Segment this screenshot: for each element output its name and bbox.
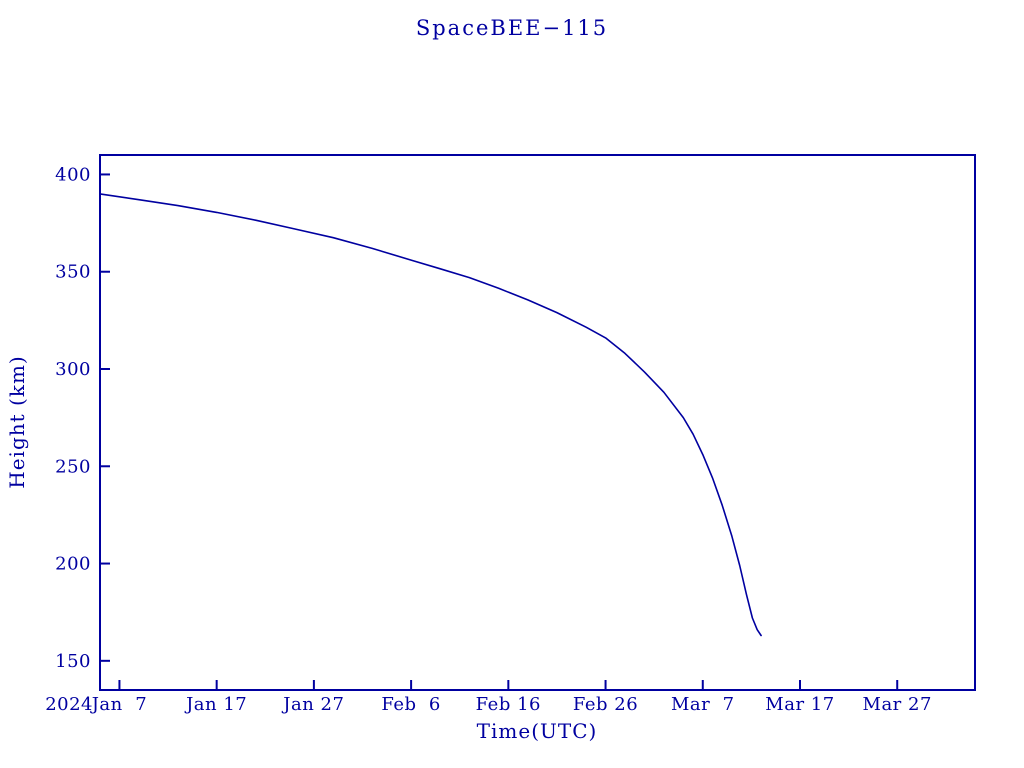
plot-frame (99, 154, 976, 691)
x-tick-label: Feb 6 (381, 694, 441, 715)
y-tick-label: 400 (55, 164, 91, 185)
x-tick-label: Mar 27 (863, 694, 932, 715)
x-axis-year-label: 2024 (45, 694, 93, 715)
x-tick-label: Mar 17 (765, 694, 834, 715)
y-tick-label: 200 (55, 554, 91, 575)
x-tick-label: Feb 26 (573, 694, 638, 715)
x-tick-label: Jan 17 (184, 694, 247, 715)
x-tick-label: Feb 16 (476, 694, 541, 715)
x-tick-label: Mar 7 (671, 694, 735, 715)
x-axis-label: Time(UTC) (476, 719, 598, 743)
y-tick-label: 250 (55, 456, 91, 477)
y-tick-label: 300 (55, 359, 91, 380)
chart-title: SpaceBEE−115 (415, 16, 609, 40)
y-tick-label: 350 (55, 262, 91, 283)
decay-curve (99, 193, 762, 637)
x-tick-label: Jan 27 (281, 694, 344, 715)
y-tick-label: 150 (55, 651, 91, 672)
x-tick-label: Jan 7 (90, 694, 147, 715)
